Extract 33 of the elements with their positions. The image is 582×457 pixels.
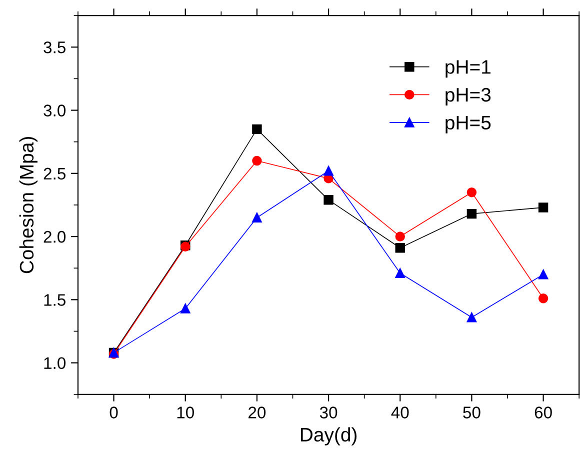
x-tick-label: 50 <box>463 406 480 418</box>
point <box>466 187 477 198</box>
point <box>466 208 477 219</box>
point <box>538 202 548 212</box>
point <box>252 124 262 134</box>
y-axis-title: Cohesion (Mpa) <box>19 137 38 274</box>
y-tick-label: 3.0 <box>44 104 66 116</box>
x-axis-title: Day(d) <box>300 427 357 446</box>
point <box>252 156 262 166</box>
y-tick-label: 1.0 <box>44 357 66 370</box>
x-tick-label: 0 <box>110 406 118 418</box>
y-tick-label: 1.5 <box>44 294 66 306</box>
x-tick-label: 20 <box>248 406 266 418</box>
point <box>324 166 334 176</box>
legend-label: pH=1 <box>446 60 490 78</box>
point <box>395 232 405 242</box>
y-tick-label: 2.0 <box>44 230 66 243</box>
point <box>395 268 405 278</box>
y-tick-label: 3.5 <box>44 42 66 54</box>
point <box>538 294 548 304</box>
x-tick-label: 40 <box>391 406 409 418</box>
point <box>466 312 477 322</box>
legend-label: pH=3 <box>446 88 491 106</box>
x-tick-label: 30 <box>320 406 338 418</box>
x-tick-label: 10 <box>177 406 194 418</box>
point <box>180 304 190 314</box>
x-tick-label: 60 <box>534 406 552 418</box>
point <box>324 195 334 205</box>
point <box>395 243 405 253</box>
point <box>252 212 262 222</box>
y-tick-label: 2.5 <box>44 168 66 180</box>
point <box>538 270 548 280</box>
legend-label: pH=5 <box>446 116 491 134</box>
